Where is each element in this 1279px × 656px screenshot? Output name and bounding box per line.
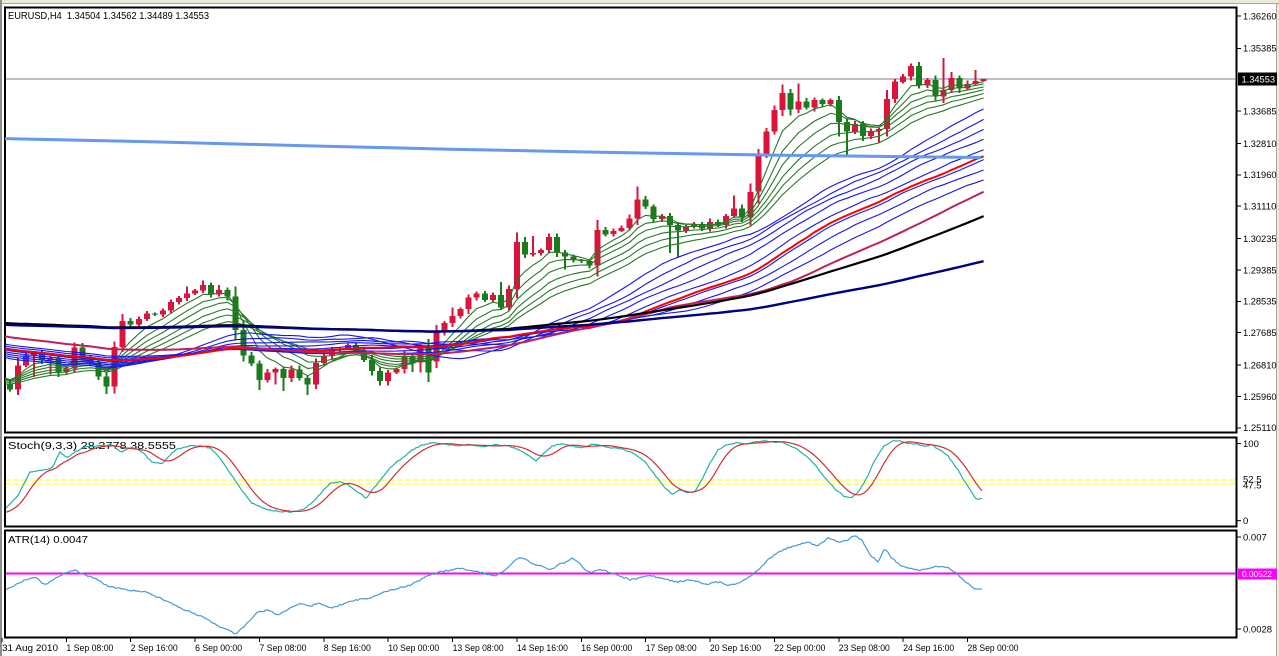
svg-text:13 Sep 08:00: 13 Sep 08:00 [453, 643, 504, 654]
svg-text:1.30235: 1.30235 [1243, 234, 1277, 245]
svg-text:2 Sep 16:00: 2 Sep 16:00 [131, 643, 178, 654]
svg-text:ATR(14) 0.0047: ATR(14) 0.0047 [8, 535, 88, 546]
svg-text:7 Sep 08:00: 7 Sep 08:00 [260, 643, 307, 654]
svg-text:16 Sep 00:00: 16 Sep 00:00 [581, 643, 632, 654]
svg-text:8 Sep 16:00: 8 Sep 16:00 [324, 643, 371, 654]
svg-text:100: 100 [1243, 439, 1259, 450]
svg-text:1.28535: 1.28535 [1243, 297, 1277, 308]
svg-text:1.31960: 1.31960 [1243, 170, 1277, 181]
svg-text:23 Sep 08:00: 23 Sep 08:00 [839, 643, 890, 654]
svg-text:0: 0 [1243, 516, 1248, 527]
svg-text:6 Sep 00:00: 6 Sep 00:00 [195, 643, 242, 654]
svg-text:24 Sep 16:00: 24 Sep 16:00 [903, 643, 954, 654]
svg-text:1.33685: 1.33685 [1243, 107, 1277, 118]
svg-text:1.25110: 1.25110 [1243, 423, 1277, 434]
svg-text:1.31110: 1.31110 [1243, 202, 1277, 213]
svg-text:EURUSD,H4 1.34504 1.34562 1.3: EURUSD,H4 1.34504 1.34562 1.34489 1.3455… [8, 11, 209, 22]
svg-text:1.35385: 1.35385 [1243, 44, 1277, 55]
svg-text:1 Sep 08:00: 1 Sep 08:00 [66, 643, 113, 654]
svg-text:1.25960: 1.25960 [1243, 392, 1277, 403]
svg-text:1.27685: 1.27685 [1243, 328, 1277, 339]
svg-text:52.5: 52.5 [1243, 475, 1262, 486]
svg-text:20 Sep 16:00: 20 Sep 16:00 [710, 643, 761, 654]
svg-text:1.32810: 1.32810 [1243, 139, 1277, 150]
svg-text:47.5: 47.5 [1243, 480, 1262, 491]
svg-text:0.00522: 0.00522 [1242, 569, 1272, 579]
svg-text:0.0028: 0.0028 [1243, 624, 1272, 635]
svg-text:0.007: 0.007 [1243, 532, 1267, 543]
svg-text:31 Aug 2010: 31 Aug 2010 [2, 643, 58, 654]
svg-text:14 Sep 16:00: 14 Sep 16:00 [517, 643, 568, 654]
svg-text:1.36260: 1.36260 [1243, 11, 1277, 22]
svg-text:1.34553: 1.34553 [1242, 75, 1276, 86]
svg-text:28 Sep 00:00: 28 Sep 00:00 [968, 643, 1019, 654]
svg-text:1.26810: 1.26810 [1243, 360, 1277, 371]
svg-text:22 Sep 00:00: 22 Sep 00:00 [774, 643, 825, 654]
svg-text:17 Sep 08:00: 17 Sep 08:00 [646, 643, 697, 654]
svg-text:10 Sep 00:00: 10 Sep 00:00 [388, 643, 439, 654]
svg-text:1.29385: 1.29385 [1243, 265, 1277, 276]
